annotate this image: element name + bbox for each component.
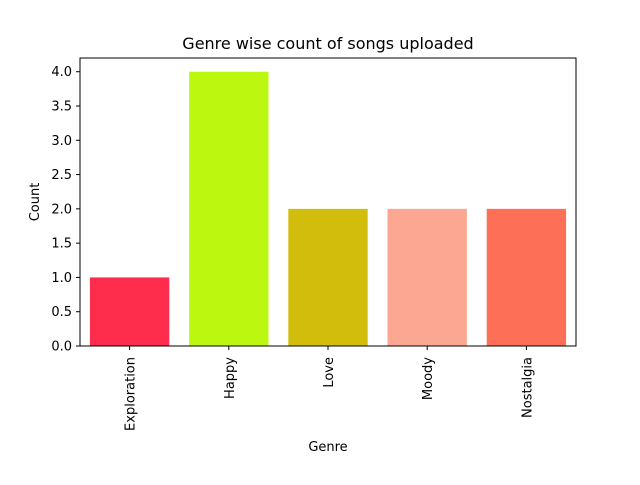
bar-love: [288, 208, 368, 346]
x-tick-label-nostalgia: Nostalgia: [520, 357, 535, 418]
bar-moody: [387, 208, 467, 346]
x-tick-label-happy: Happy: [223, 357, 238, 399]
y-tick-label: 4.0: [51, 65, 72, 80]
x-axis-label: Genre: [308, 440, 347, 455]
plot-frame: [79, 57, 577, 347]
x-tick-label-exploration: Exploration: [124, 357, 139, 431]
y-tick-label: 0.5: [51, 305, 72, 320]
chart-title: Genre wise count of songs uploaded: [182, 34, 473, 53]
x-tick-label-moody: Moody: [421, 357, 436, 400]
bar-exploration: [89, 277, 170, 346]
plot-area: 0.0 0.5 1.0 1.5 2.0 2.5 3.0 3.5 4.0 Exploration Ha…: [51, 57, 577, 431]
bar-happy: [189, 71, 269, 346]
y-tick-label: 2.5: [51, 168, 72, 183]
y-tick-label: 1.0: [51, 271, 72, 286]
y-tick-label: 3.0: [51, 134, 72, 149]
x-tick-label-love: Love: [322, 357, 337, 388]
bar-nostalgia: [486, 208, 567, 346]
y-tick-label: 0.0: [51, 340, 72, 355]
y-axis-label: Count: [28, 183, 43, 222]
y-tick-label: 2.0: [51, 202, 72, 217]
y-tick-label: 3.5: [51, 100, 72, 115]
y-tick-label: 1.5: [51, 237, 72, 252]
